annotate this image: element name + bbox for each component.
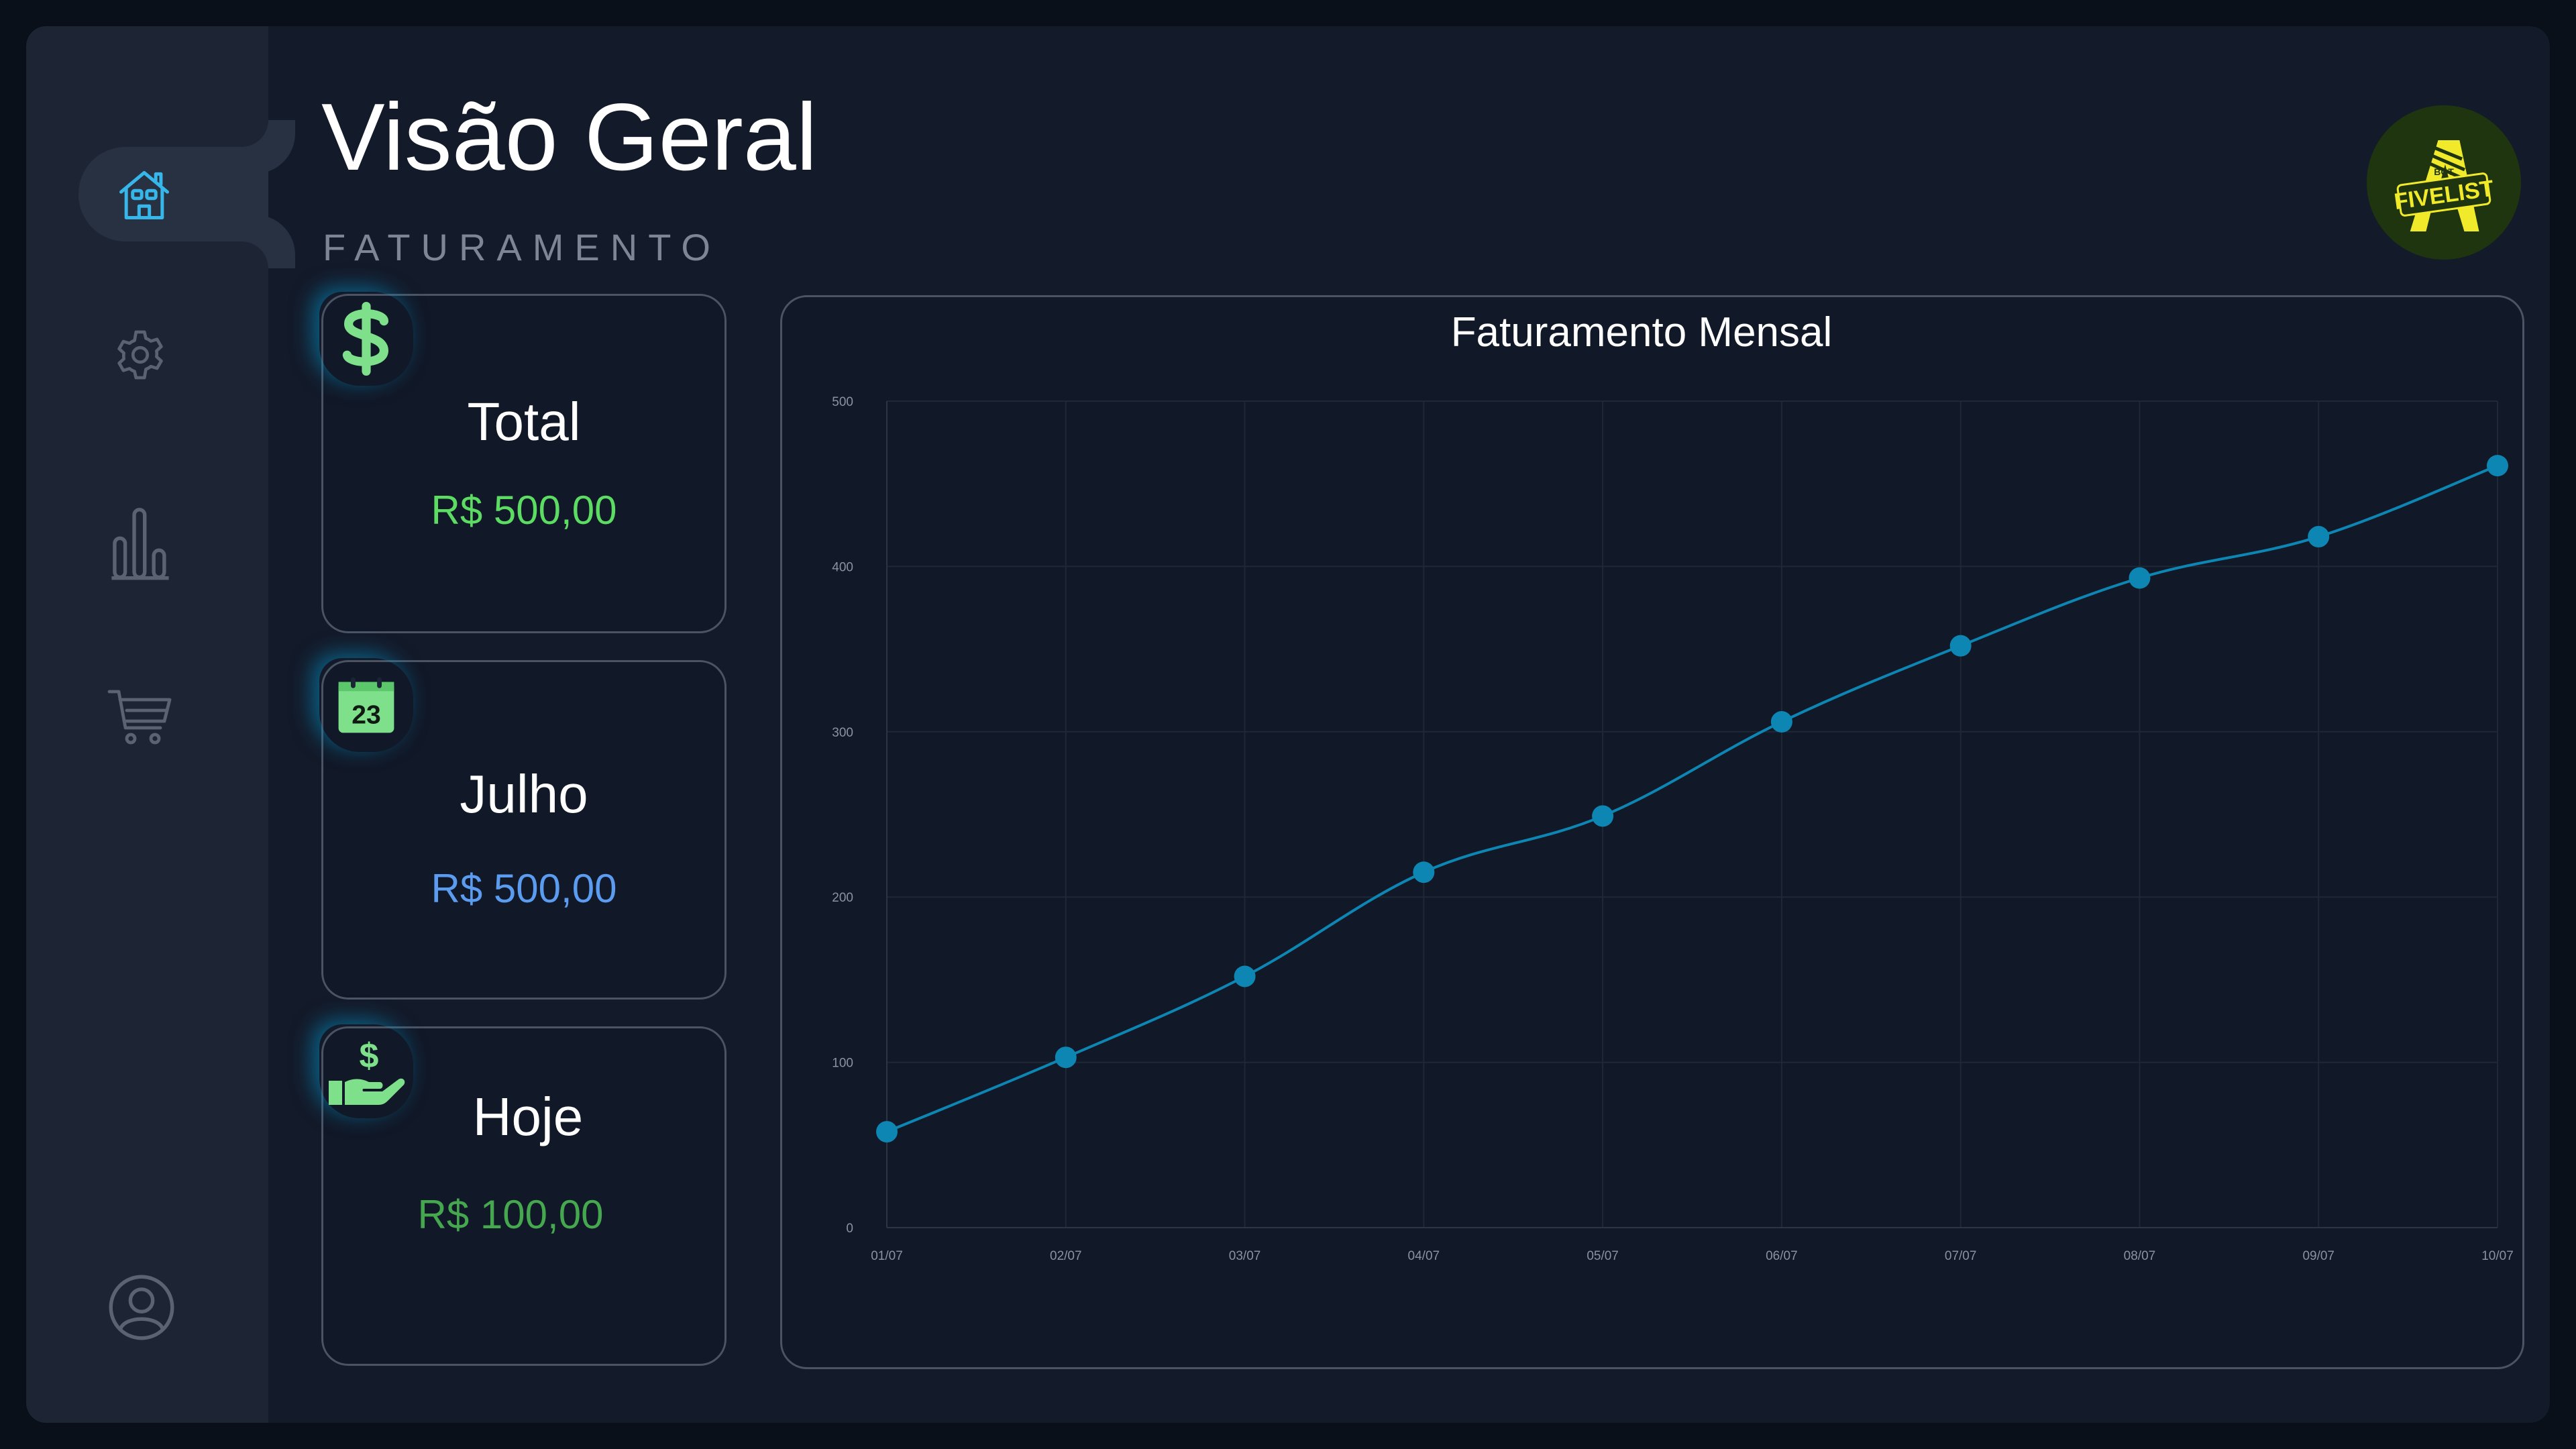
card-icon-wrap [319, 292, 413, 386]
card-label: Total [467, 392, 581, 451]
card-value: R$ 100,00 [417, 1192, 604, 1237]
y-tick-label: 300 [832, 726, 853, 740]
data-point[interactable] [1949, 635, 1972, 657]
fivelist-logo-icon: FIVELIST BOT [2393, 138, 2496, 234]
sidebar [26, 26, 268, 1423]
x-tick-label: 03/07 [1229, 1249, 1261, 1263]
sidebar-item-home[interactable] [78, 147, 268, 241]
x-tick-label: 06/07 [1766, 1249, 1798, 1263]
revenue-line-chart: 0 100 200 300 400 500 01/07 02/07 03/07 04/07 05/… [832, 309, 2514, 1263]
data-point[interactable] [2487, 455, 2508, 477]
sidebar-item-settings[interactable] [107, 321, 174, 388]
cart-icon [107, 690, 172, 745]
card-icon-wrap: 23 [319, 658, 413, 752]
data-point[interactable] [2129, 567, 2151, 589]
x-tick-label: 01/07 [871, 1249, 903, 1263]
calendar-day: 23 [352, 701, 380, 730]
y-tick-label: 500 [832, 395, 853, 409]
x-axis-ticks: 01/07 02/07 03/07 04/07 05/07 06/07 07/07 08/07… [871, 1249, 2514, 1263]
data-point[interactable] [876, 1121, 898, 1143]
stat-card-total: Total R$ 500,00 [321, 294, 727, 633]
user-icon [109, 1275, 174, 1340]
x-tick-label: 02/07 [1050, 1249, 1082, 1263]
revenue-chart-panel: 0 100 200 300 400 500 01/07 02/07 03/07 04/07 05/… [780, 295, 2524, 1369]
calendar-icon: 23 [338, 677, 394, 733]
y-tick-label: 200 [832, 891, 853, 905]
x-tick-label: 04/07 [1408, 1249, 1440, 1263]
stat-card-month: 23 Julho R$ 500,00 [321, 660, 727, 1000]
bar-chart-icon [111, 508, 169, 580]
data-point[interactable] [1592, 805, 1614, 827]
card-label: Julho [460, 764, 588, 824]
x-tick-label: 05/07 [1587, 1249, 1619, 1263]
y-axis-ticks: 0 100 200 300 400 500 [832, 395, 853, 1236]
svg-text:$: $ [360, 1036, 379, 1075]
y-tick-label: 0 [846, 1222, 853, 1236]
stat-card-today: $ Hoje R$ 100,00 [321, 1026, 727, 1366]
chart-axes [886, 401, 2498, 1228]
page-subtitle: FATURAMENTO [323, 226, 721, 268]
card-value: R$ 500,00 [431, 488, 617, 533]
card-label: Hoje [472, 1087, 584, 1146]
data-point[interactable] [1234, 965, 1256, 987]
home-icon [119, 170, 169, 219]
series-line [886, 464, 2498, 1133]
sidebar-item-cart[interactable] [103, 680, 177, 754]
card-icon-wrap: $ [319, 1024, 413, 1118]
brand-logo[interactable]: FIVELIST BOT [2367, 105, 2521, 260]
y-tick-label: 400 [832, 560, 853, 574]
page-title: Visão Geral [321, 84, 818, 191]
hand-money-icon: $ [329, 1036, 405, 1105]
data-point[interactable] [1770, 711, 1792, 733]
app-window: Visão Geral FATURAMENTO FIVELIST BOT Tot… [26, 26, 2550, 1423]
y-tick-label: 100 [832, 1057, 853, 1071]
gear-icon [117, 330, 163, 380]
sidebar-item-charts[interactable] [107, 499, 174, 586]
x-tick-label: 10/07 [2481, 1249, 2514, 1263]
x-tick-label: 07/07 [1945, 1249, 1977, 1263]
chart-title: Faturamento Mensal [1451, 309, 1833, 356]
x-tick-label: 09/07 [2302, 1249, 2334, 1263]
dollar-icon [342, 302, 388, 376]
sidebar-item-profile[interactable] [105, 1271, 178, 1344]
x-tick-label: 08/07 [2124, 1249, 2156, 1263]
data-point[interactable] [2308, 526, 2330, 548]
data-point[interactable] [1055, 1046, 1077, 1069]
logo-top-text: BOT [2434, 166, 2454, 177]
chart-grid [886, 400, 2498, 1228]
card-value: R$ 500,00 [431, 866, 617, 911]
data-point[interactable] [1413, 861, 1435, 883]
chart-series [876, 455, 2508, 1143]
